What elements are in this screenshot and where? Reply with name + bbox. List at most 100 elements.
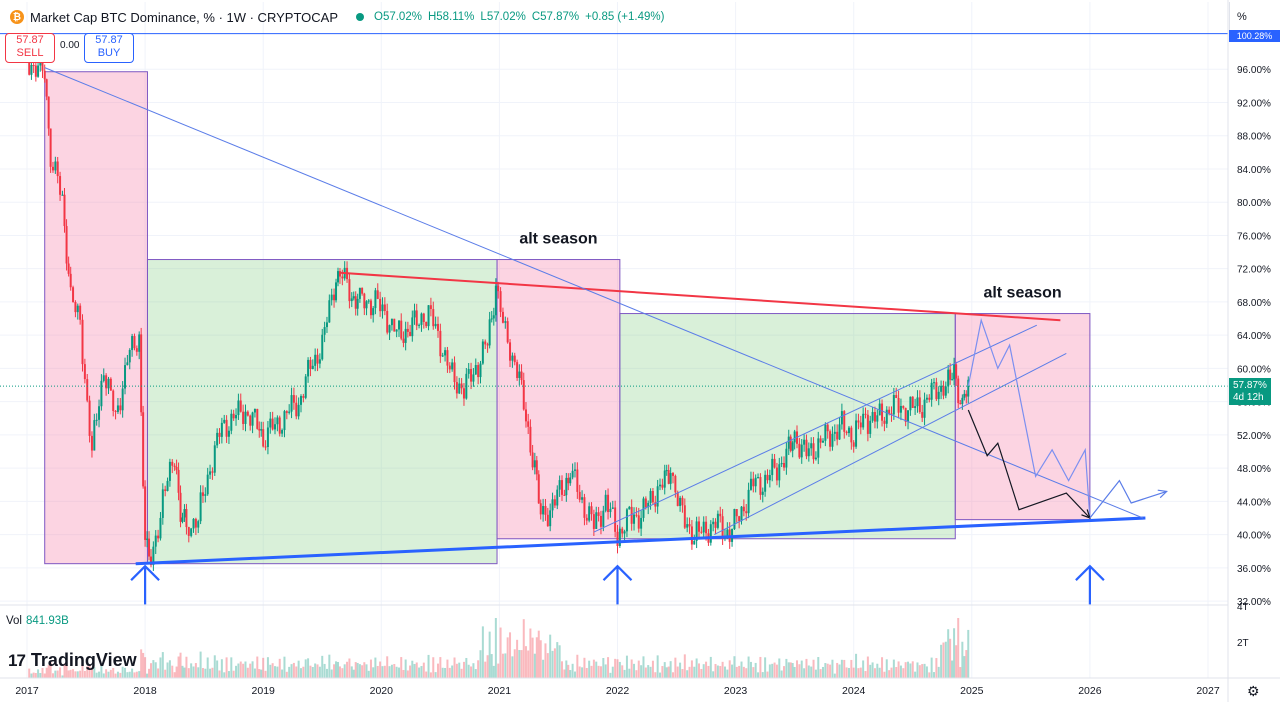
volume-legend: Vol 841.93B	[6, 615, 69, 627]
volume-bar	[592, 659, 595, 678]
volume-bar	[716, 665, 719, 678]
volume-bar	[114, 673, 117, 678]
candle-body	[949, 369, 952, 380]
volume-bar	[484, 661, 487, 678]
candle-body	[676, 492, 679, 506]
volume-bar	[369, 659, 372, 678]
arrow-up-icon	[130, 564, 160, 605]
volume-bar	[787, 662, 790, 678]
volume-bar	[506, 637, 509, 678]
volume-bar	[314, 663, 317, 678]
projection-bounce	[1089, 479, 1167, 519]
volume-bar	[749, 661, 752, 678]
volume-bar	[573, 671, 576, 678]
candle-body	[177, 469, 180, 493]
sell-button[interactable]: 57.87 SELL	[5, 33, 55, 63]
candle-body	[146, 538, 149, 540]
volume-bar	[361, 665, 364, 678]
candle-body	[358, 287, 361, 299]
candle-body	[441, 355, 444, 357]
volume-bar	[383, 665, 386, 678]
candle-body	[935, 382, 938, 400]
candle-body	[86, 379, 89, 401]
tradingview-logo[interactable]: 17 TradingView	[8, 650, 137, 671]
candle-body	[290, 395, 293, 412]
arrow-up-icon	[1075, 564, 1105, 605]
candle-body	[374, 290, 377, 309]
volume-bar	[752, 667, 755, 678]
volume-tick-label: 4T	[1237, 602, 1249, 613]
candle-body	[940, 385, 943, 392]
candle-body	[179, 492, 182, 522]
volume-bar	[381, 666, 384, 678]
volume-bar	[789, 662, 792, 678]
zone-label-4: alt season	[983, 285, 1061, 302]
candle-body	[59, 176, 62, 195]
candle-body	[789, 436, 792, 451]
volume-bar	[742, 666, 745, 678]
volume-bar	[54, 670, 57, 678]
symbol-title[interactable]: Market Cap BTC Dominance, % · 1W · CRYPT…	[30, 9, 338, 25]
volume-bar	[348, 658, 351, 678]
y-tick-label: 88.00%	[1237, 132, 1271, 143]
trendline-resistance	[339, 271, 1061, 322]
candle-body	[161, 489, 164, 518]
candle-body	[953, 364, 956, 380]
price-scale-unit[interactable]: %	[1229, 2, 1280, 32]
candle-body	[604, 494, 607, 511]
candle-body	[462, 388, 465, 399]
candle-body	[642, 498, 645, 518]
volume-bar	[873, 668, 876, 678]
volume-bar	[546, 653, 549, 678]
candle-body	[621, 528, 624, 534]
volume-bar	[472, 663, 475, 678]
candle-body	[335, 282, 338, 301]
candle-body	[116, 405, 119, 412]
volume-bar	[812, 659, 815, 678]
volume-bar	[709, 656, 712, 678]
volume-bar	[754, 662, 757, 678]
candle-body	[328, 300, 331, 323]
volume-bar	[372, 667, 375, 678]
volume-bar	[583, 657, 586, 678]
candle-body	[309, 359, 312, 370]
volume-bar	[246, 667, 249, 678]
candle-body	[102, 375, 105, 381]
volume-bar	[197, 667, 200, 678]
candle-body	[292, 395, 295, 403]
volume-bar	[923, 663, 926, 678]
volume-bar	[780, 670, 783, 678]
candle-body	[535, 460, 538, 475]
volume-bar	[67, 670, 70, 678]
volume-bar	[290, 664, 293, 678]
candle-body	[425, 321, 428, 327]
candle-body	[955, 364, 958, 379]
candle-body	[761, 491, 764, 495]
volume-bar	[649, 666, 652, 678]
volume-bar	[28, 668, 31, 678]
volume-bar	[183, 667, 186, 678]
candle-body	[785, 448, 788, 468]
volume-bar	[274, 666, 277, 678]
gear-icon[interactable]: ⚙	[1247, 683, 1260, 699]
candle-body	[616, 531, 619, 546]
candle-body	[768, 475, 771, 481]
candle-body	[65, 226, 68, 264]
volume-bar	[826, 663, 829, 678]
volume-bar	[76, 671, 79, 678]
zone-btc-3	[619, 313, 956, 540]
candle-body	[775, 467, 778, 481]
volume-bar	[102, 673, 105, 678]
volume-bar	[269, 664, 272, 678]
volume-bar	[69, 669, 72, 678]
volume-bar	[850, 659, 853, 678]
volume-bar	[647, 665, 650, 678]
volume-bar	[785, 658, 788, 678]
candle-body	[218, 432, 221, 437]
candle-body	[138, 334, 141, 352]
candle-body	[647, 502, 650, 508]
candle-body	[79, 305, 82, 320]
candle-body	[446, 350, 449, 366]
buy-button[interactable]: 57.87 BUY	[84, 33, 134, 63]
